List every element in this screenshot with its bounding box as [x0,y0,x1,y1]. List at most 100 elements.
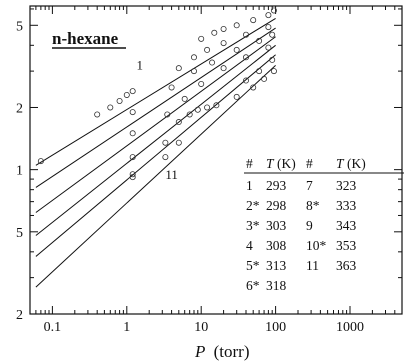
y-tick-label: 5 [16,226,23,241]
y-tick-label: 1 [16,164,23,179]
fit-line-5star [35,54,276,257]
chart-title: n-hexane [52,29,119,48]
data-point-6star [261,75,268,82]
data-point-3star [190,68,197,75]
data-point-4 [265,44,272,51]
plot-frame [29,5,403,315]
data-point-2star [175,65,182,72]
legend-header-unit: (K) [347,156,366,171]
legend-series-id: 4 [246,238,253,253]
data-point-2star [129,109,136,116]
fit-line-6star [35,64,276,288]
data-point-1 [116,97,123,104]
data-point-6star [129,174,136,181]
data-point-1 [250,17,257,24]
legend-series-id: 7 [306,178,313,193]
data-point-5star [186,111,193,118]
legend-temperature: 313 [266,258,287,273]
data-point-3star [233,46,240,53]
x-axis-variable: P [194,342,205,361]
data-point-5star [204,104,211,111]
data-point-5star [213,102,220,109]
data-point-6star [250,84,257,91]
data-point-2star [242,31,249,38]
data-point-5star [256,68,263,75]
legend-series-id: 5* [246,258,260,273]
data-point-1 [129,88,136,95]
x-tick-label: 0.1 [44,320,62,335]
data-point-2star [265,24,272,31]
legend-temperature: 308 [266,238,287,253]
data-point-5star [162,139,169,146]
data-point-5star [129,171,136,178]
data-point-6star [270,68,277,75]
data-point-5star [175,119,182,126]
data-point-3star [129,130,136,137]
data-point-1 [211,29,218,36]
data-point-3star [209,59,216,66]
legend-temperature: 298 [266,198,287,213]
fit-line-4 [35,44,276,236]
data-point-4 [242,54,249,61]
series-label: 1 [136,58,143,73]
data-point-2star [204,46,211,53]
data-point-6star [162,154,169,161]
x-axis-unit: (torr) [214,342,250,361]
legend-temperature: 303 [266,218,287,233]
y-tick-label: 5 [16,19,23,34]
data-point-2star [190,54,197,61]
y-tick-label: 2 [16,101,23,116]
data-point-2star [220,40,227,47]
data-point-3star [256,37,263,44]
fit-line-3star [35,36,276,213]
data-point-4 [181,95,188,102]
data-point-5star [242,77,249,84]
data-point-4 [164,111,171,118]
legend-series-id: 2* [246,198,260,213]
data-point-6star [233,93,240,100]
legend-temperature: 318 [266,278,287,293]
data-point-3star [269,31,276,38]
legend-temperature: 323 [336,178,357,193]
y-tick-label: 2 [16,308,23,323]
legend-series-id: 3* [246,218,260,233]
legend-header-number: # [306,156,313,171]
data-point-1 [265,12,272,19]
legend-series-id: 9 [306,218,313,233]
series-label: 11 [165,167,178,182]
legend-series-id: 8* [306,198,320,213]
legend-series-id: 10* [306,238,327,253]
data-point-1 [270,7,277,14]
data-point-3star [168,84,175,91]
legend-series-id: 1 [246,178,253,193]
data-point-5star [269,56,276,63]
x-axis-title: P (torr) [194,342,250,361]
legend-header-temp: T [266,156,275,171]
x-tick-label: 100 [265,320,286,335]
x-tick-label: 10 [194,320,208,335]
legend-temperature: 333 [336,198,357,213]
legend-temperature: 343 [336,218,357,233]
legend-temperature: 363 [336,258,357,273]
legend-header-number: # [246,156,253,171]
legend-temperature: 353 [336,238,357,253]
data-point-5star [194,106,201,113]
data-point-1 [198,35,205,42]
legend-temperature: 293 [266,178,287,193]
data-point-1 [233,22,240,29]
data-point-1 [107,104,114,111]
legend-header-temp: T [336,156,345,171]
x-tick-label: 1000 [336,320,364,335]
legend-series-id: 11 [306,258,319,273]
data-point-1 [123,91,130,98]
data-point-4 [129,154,136,161]
data-point-1 [94,111,101,118]
legend-series-id: 6* [246,278,260,293]
data-point-1 [37,158,44,165]
data-point-4 [220,65,227,72]
legend-header-unit: (K) [277,156,296,171]
fit-line-1 [35,17,276,166]
data-point-4 [198,80,205,87]
data-point-1 [220,25,227,32]
